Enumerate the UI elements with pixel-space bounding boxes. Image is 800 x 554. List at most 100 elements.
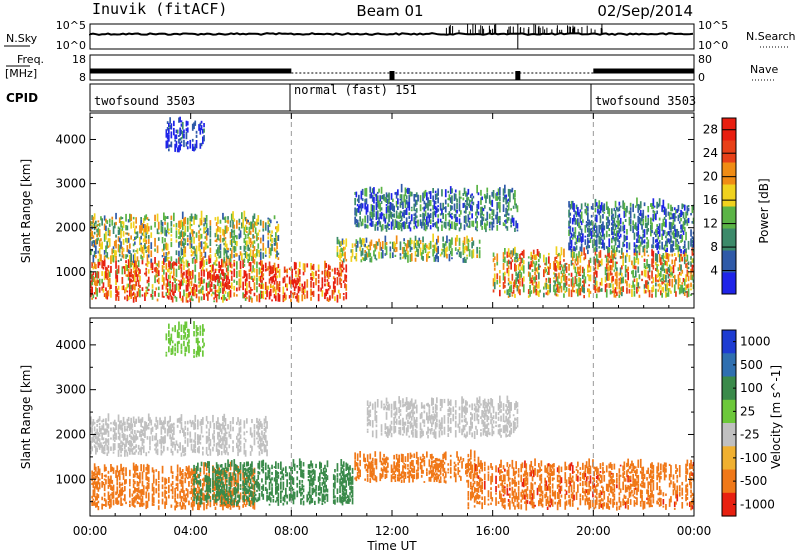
scatter-cell [366, 464, 369, 473]
scatter-cell [229, 482, 232, 490]
scatter-cell [643, 258, 646, 262]
scatter-cell [428, 414, 431, 421]
scatter-cell [502, 204, 505, 212]
scatter-cell [544, 269, 546, 274]
scatter-cell [434, 222, 437, 228]
scatter-cell [193, 469, 195, 477]
scatter-cell [145, 452, 148, 457]
scatter-cell [342, 296, 345, 301]
scatter-cell [470, 194, 472, 198]
scatter-cell [609, 258, 612, 264]
scatter-cell [253, 488, 256, 495]
scatter-cell [668, 288, 671, 292]
scatter-cell [113, 436, 116, 440]
scatter-cell [213, 262, 215, 265]
scatter-cell [178, 285, 180, 292]
scatter-cell [339, 272, 341, 277]
scatter-cell [447, 221, 450, 227]
scatter-cell [611, 272, 613, 276]
scatter-cell [618, 235, 621, 239]
scatter-cell [188, 481, 190, 487]
scatter-cell [324, 489, 326, 493]
scatter-cell [199, 474, 202, 477]
scatter-cell [234, 240, 237, 246]
scatter-cell [646, 266, 648, 270]
scatter-cell [269, 233, 272, 240]
scatter-cell [349, 498, 351, 502]
scatter-cell [132, 291, 135, 296]
scatter-cell [571, 277, 574, 286]
scatter-cell [98, 468, 101, 476]
scatter-cell [224, 503, 227, 506]
scatter-cell [310, 277, 312, 280]
scatter-cell [384, 196, 387, 203]
scatter-cell [629, 218, 632, 225]
scatter-cell [611, 208, 613, 215]
scatter-cell [609, 255, 612, 259]
scatter-cell [644, 269, 647, 278]
scatter-cell [168, 484, 170, 494]
scatter-cell [220, 443, 223, 449]
scatter-cell [468, 468, 471, 471]
scatter-cell [414, 399, 417, 404]
scatter-cell [259, 442, 262, 451]
scatter-cell [220, 451, 223, 456]
scatter-cell [137, 279, 140, 287]
scatter-cell [212, 264, 214, 272]
scatter-cell [488, 207, 491, 211]
scatter-cell [663, 221, 666, 227]
scatter-cell [317, 284, 320, 292]
scatter-cell [189, 291, 192, 296]
scatter-cell [155, 469, 158, 472]
scatter-cell [681, 235, 684, 242]
scatter-cell [637, 258, 640, 265]
scatter-cell [442, 453, 444, 460]
scatter-cell [164, 227, 166, 236]
scatter-cell [129, 433, 131, 438]
scatter-cell [134, 259, 136, 268]
scatter-cell [178, 236, 180, 240]
scatter-cell [499, 204, 501, 213]
scatter-cell [356, 219, 359, 228]
scatter-cell [142, 224, 145, 229]
scatter-cell [667, 267, 670, 273]
scatter-cell [171, 471, 174, 475]
scatter-cell [339, 241, 341, 247]
scatter-cell [217, 425, 219, 430]
scatter-cell [511, 294, 514, 297]
scatter-cell [626, 287, 628, 294]
scatter-cell [267, 232, 270, 236]
scatter-cell [510, 284, 512, 293]
scatter-cell [375, 429, 378, 439]
scatter-cell [165, 272, 168, 281]
scatter-cell [324, 292, 326, 300]
scatter-cell [657, 250, 660, 255]
scatter-cell [655, 239, 657, 243]
scatter-cell [534, 254, 536, 261]
scatter-cell [227, 292, 229, 298]
scatter-cell [137, 451, 140, 455]
scatter-cell [658, 229, 661, 237]
scatter-cell [92, 240, 95, 244]
scatter-cell [339, 277, 341, 285]
scatter-cell [246, 469, 248, 472]
scatter-cell [460, 210, 462, 215]
scatter-cell [225, 492, 228, 497]
scatter-cell [656, 254, 658, 263]
scatter-cell [291, 268, 293, 273]
scatter-cell [229, 433, 232, 439]
scatter-cell [202, 290, 204, 295]
scatter-cell [244, 450, 247, 457]
scatter-cell [282, 294, 285, 303]
scatter-cell [354, 216, 356, 225]
scatter-cell [444, 189, 447, 198]
scatter-cell [488, 228, 491, 231]
scatter-cell [273, 215, 276, 220]
scatter-cell [504, 248, 506, 255]
scatter-cell [410, 206, 413, 209]
scatter-cell [179, 263, 181, 269]
scatter-cell [180, 120, 183, 123]
scatter-cell [553, 280, 555, 283]
scatter-cell [238, 286, 241, 291]
scatter-cell [169, 434, 171, 440]
